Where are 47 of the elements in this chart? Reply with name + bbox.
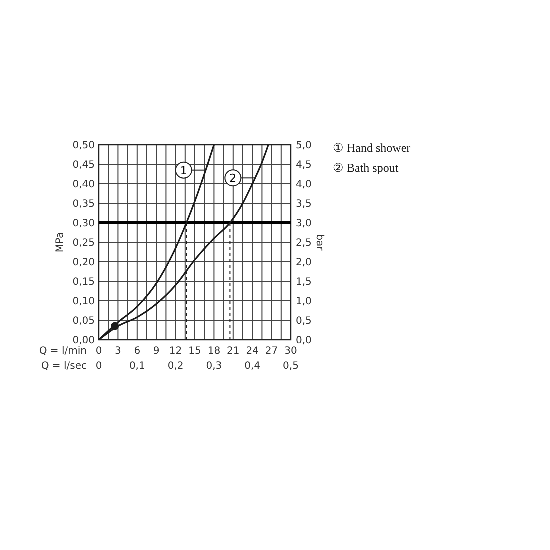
annotation: 2 [230,172,237,186]
x-tick-label: 30 [284,346,298,357]
x-tick-label: 21 [227,346,240,357]
y2-tick-label: 0,5 [296,316,312,327]
y-tick-label: 0,40 [72,180,95,190]
x-tick-label: 9 [153,346,160,357]
x-tick-label: 0 [96,346,102,357]
x-tick-label: 6 [134,346,141,357]
y2-tick-label: 3,5 [296,199,312,210]
y-tick-label: 0,05 [72,316,95,327]
y2-tick-label: 1,5 [296,277,312,288]
y2-tick-label: 4,0 [296,180,312,190]
y2-axis-title: bar [314,234,325,252]
y-tick-label: 0,30 [72,218,95,230]
y2-tick-label: 1,0 [296,296,312,308]
y-tick-label: 0,25 [72,238,95,249]
y-axis-title: MPa [55,232,66,253]
x-tick-label: 18 [208,346,221,357]
x2-tick-label: 0,2 [168,361,184,372]
y-tick-label: 0,15 [72,277,95,288]
x2-tick-label: 0,4 [244,361,261,372]
y2-tick-label: 2,0 [296,258,312,268]
y-tick-label: 0,20 [72,258,95,268]
annotation: 1 [180,164,188,178]
x-tick-label: 27 [265,346,278,357]
y2-tick-label: 5,0 [296,140,312,152]
x2-tick-label: 0,1 [129,361,146,372]
x2-axis-title: Q = l/sec [41,361,87,372]
x-tick-label: 12 [169,346,182,357]
x2-tick-label: 0,5 [283,361,299,372]
y2-tick-label: 3,0 [296,218,312,230]
y2-tick-label: 4,5 [296,160,312,171]
y-tick-label: 0,45 [72,160,95,171]
y-tick-label: 0,50 [72,140,95,152]
y2-tick-label: 0,0 [296,336,312,346]
x-tick-label: 24 [246,346,259,357]
x2-tick-label: 0,3 [206,361,222,372]
x-tick-label: 15 [188,346,202,357]
y-tick-label: 0,00 [72,336,95,346]
x-axis-title: Q = l/min [39,346,87,357]
text: ① Hand shower [333,141,411,155]
y-tick-label: 0,35 [72,199,95,210]
x2-tick-label: 0 [96,361,102,372]
text: ② Bath spout [333,161,400,175]
y-tick-label: 0,10 [72,296,95,308]
x-tick-label: 3 [115,346,122,357]
y2-tick-label: 2,5 [296,238,312,249]
